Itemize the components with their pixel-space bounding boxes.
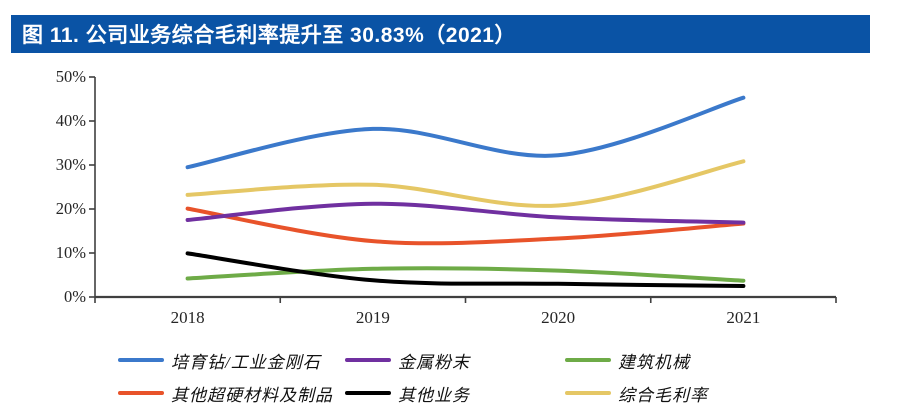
chart-series xyxy=(185,95,746,288)
series-line-other-superhard-materials xyxy=(185,206,746,246)
y-tick-label: 40% xyxy=(56,111,87,130)
legend-item-other-business: 其他业务 xyxy=(345,384,470,405)
x-axis-labels: 2018 2019 2020 2021 xyxy=(171,308,761,327)
legend-swatch xyxy=(345,391,391,395)
legend-label: 金属粉末 xyxy=(398,352,470,372)
y-tick-label: 50% xyxy=(56,67,87,86)
x-tick-label: 2019 xyxy=(356,308,390,327)
series-line-overall-gross-margin xyxy=(185,159,746,208)
legend-item-metal-powder: 金属粉末 xyxy=(345,351,470,372)
legend-swatch xyxy=(118,391,164,395)
series-line-construction-machinery xyxy=(185,266,746,283)
legend-item-overall-gross-margin: 综合毛利率 xyxy=(565,384,708,405)
chart-axes xyxy=(89,76,837,303)
series-line-metal-powder xyxy=(185,201,746,225)
figure-title: 图 11. 公司业务综合毛利率提升至 30.83%（2021） xyxy=(22,24,516,47)
legend-label: 其他超硬材料及制品 xyxy=(171,385,333,405)
legend-label: 其他业务 xyxy=(398,385,470,405)
legend-label: 培育钻/工业金刚石 xyxy=(171,352,321,372)
series-line-cultivated-diamond-industrial-diamond xyxy=(185,95,746,170)
legend-item-other-superhard-materials: 其他超硬材料及制品 xyxy=(118,384,333,405)
y-axis-labels: 0% 10% 20% 30% 40% 50% xyxy=(56,67,87,306)
legend-label: 建筑机械 xyxy=(618,352,690,372)
x-tick-label: 2018 xyxy=(171,308,205,327)
legend-swatch xyxy=(565,391,611,395)
x-tick-label: 2020 xyxy=(541,308,575,327)
figure-title-bar: 图 11. 公司业务综合毛利率提升至 30.83%（2021） xyxy=(11,15,870,53)
y-tick-label: 30% xyxy=(56,155,87,174)
legend-label: 综合毛利率 xyxy=(618,385,708,405)
legend-swatch xyxy=(345,358,391,362)
series-line-other-business xyxy=(185,251,746,288)
y-tick-label: 20% xyxy=(56,199,87,218)
y-tick-label: 10% xyxy=(56,243,87,262)
legend-swatch xyxy=(565,358,611,362)
line-chart: 0% 10% 20% 30% 40% 50% 2018 2019 2020 20… xyxy=(56,67,837,327)
legend-item-construction-machinery: 建筑机械 xyxy=(565,351,690,372)
legend-item-cultivated-diamond-industrial-diamond: 培育钻/工业金刚石 xyxy=(118,351,321,372)
y-tick-label: 0% xyxy=(64,287,86,306)
x-tick-label: 2021 xyxy=(726,308,760,327)
legend-swatch xyxy=(118,358,164,362)
